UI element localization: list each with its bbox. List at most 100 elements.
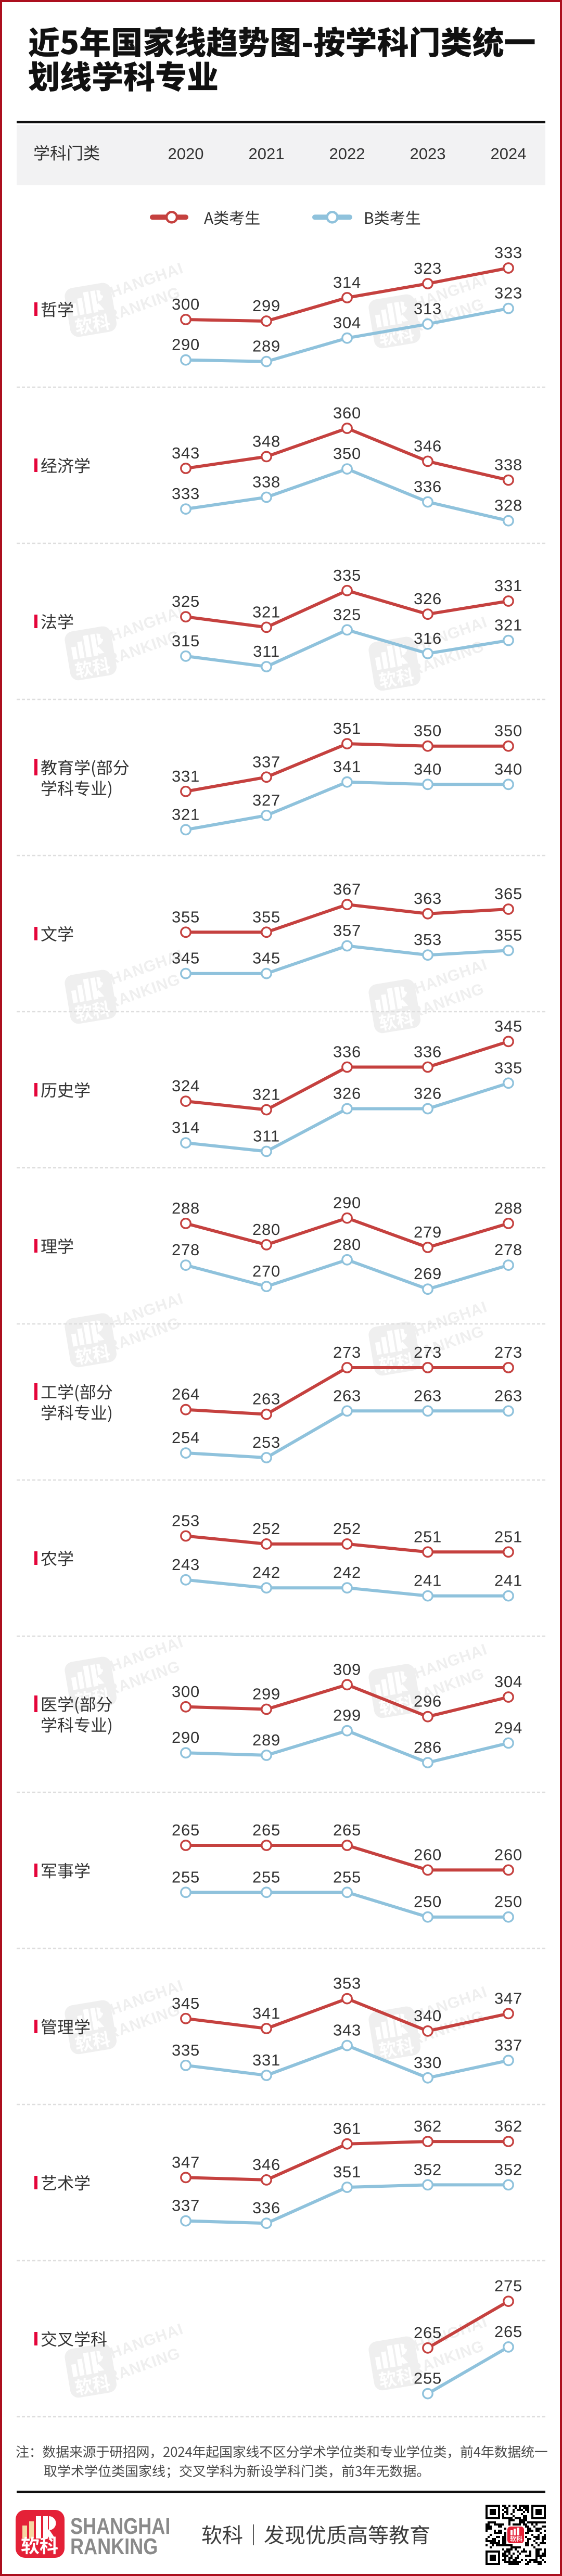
- svg-text:346: 346: [252, 2156, 280, 2174]
- svg-text:309: 309: [333, 1660, 361, 1678]
- svg-text:321: 321: [494, 616, 522, 634]
- svg-text:343: 343: [172, 444, 200, 462]
- svg-text:296: 296: [414, 1692, 442, 1711]
- svg-text:313: 313: [414, 300, 442, 318]
- svg-text:345: 345: [172, 949, 200, 967]
- svg-text:290: 290: [172, 1728, 200, 1746]
- svg-text:353: 353: [414, 930, 442, 949]
- svg-text:273: 273: [333, 1343, 361, 1361]
- svg-text:324: 324: [172, 1077, 200, 1095]
- svg-text:263: 263: [333, 1386, 361, 1405]
- svg-text:314: 314: [333, 273, 361, 291]
- svg-text:300: 300: [172, 1682, 200, 1701]
- svg-text:269: 269: [414, 1265, 442, 1283]
- svg-text:350: 350: [414, 722, 442, 740]
- svg-text:330: 330: [414, 2054, 442, 2072]
- svg-text:326: 326: [414, 1085, 442, 1103]
- svg-text:352: 352: [414, 2160, 442, 2178]
- svg-text:299: 299: [252, 297, 280, 315]
- svg-text:265: 265: [414, 2324, 442, 2342]
- svg-text:290: 290: [172, 336, 200, 354]
- svg-text:263: 263: [494, 1386, 522, 1405]
- svg-text:304: 304: [333, 314, 361, 332]
- svg-text:325: 325: [333, 605, 361, 623]
- svg-text:2021: 2021: [249, 145, 285, 163]
- svg-text:315: 315: [172, 632, 200, 650]
- svg-text:340: 340: [414, 2007, 442, 2025]
- svg-text:260: 260: [414, 1845, 442, 1864]
- svg-text:273: 273: [494, 1343, 522, 1361]
- svg-text:2022: 2022: [329, 145, 365, 163]
- svg-text:252: 252: [252, 1520, 280, 1538]
- svg-text:265: 265: [494, 2323, 522, 2341]
- svg-text:348: 348: [252, 432, 280, 450]
- svg-text:341: 341: [252, 2004, 280, 2022]
- svg-text:280: 280: [333, 1235, 361, 1254]
- svg-text:328: 328: [494, 496, 522, 515]
- svg-text:242: 242: [252, 1563, 280, 1582]
- svg-text:251: 251: [494, 1527, 522, 1546]
- svg-text:351: 351: [333, 719, 361, 737]
- svg-text:362: 362: [494, 2117, 522, 2135]
- svg-text:253: 253: [252, 1433, 280, 1451]
- svg-text:333: 333: [494, 244, 522, 262]
- svg-text:367: 367: [333, 880, 361, 898]
- svg-text:286: 286: [414, 1738, 442, 1756]
- svg-text:288: 288: [172, 1199, 200, 1217]
- svg-text:263: 263: [252, 1390, 280, 1408]
- svg-text:336: 336: [414, 1043, 442, 1061]
- svg-text:299: 299: [333, 1706, 361, 1725]
- svg-text:264: 264: [172, 1385, 200, 1404]
- svg-text:251: 251: [414, 1527, 442, 1546]
- svg-text:351: 351: [333, 2163, 361, 2181]
- svg-text:331: 331: [494, 577, 522, 595]
- svg-text:365: 365: [494, 885, 522, 903]
- svg-text:304: 304: [494, 1673, 522, 1691]
- svg-text:321: 321: [252, 1086, 280, 1104]
- svg-text:345: 345: [172, 1994, 200, 2012]
- svg-text:357: 357: [333, 922, 361, 940]
- svg-text:333: 333: [172, 484, 200, 503]
- svg-text:337: 337: [172, 2197, 200, 2215]
- svg-text:345: 345: [252, 949, 280, 967]
- svg-text:270: 270: [252, 1262, 280, 1280]
- svg-text:279: 279: [414, 1223, 442, 1241]
- svg-text:SHANGHAI: SHANGHAI: [70, 2514, 170, 2539]
- svg-text:2024: 2024: [491, 145, 527, 163]
- svg-text:340: 340: [494, 760, 522, 778]
- svg-text:353: 353: [333, 1974, 361, 1993]
- svg-text:275: 275: [494, 2277, 522, 2295]
- svg-text:278: 278: [494, 1241, 522, 1259]
- svg-text:350: 350: [333, 444, 361, 463]
- svg-text:289: 289: [252, 1731, 280, 1749]
- svg-text:289: 289: [252, 337, 280, 355]
- svg-text:252: 252: [333, 1520, 361, 1538]
- svg-text:255: 255: [172, 1868, 200, 1886]
- svg-text:335: 335: [494, 1059, 522, 1077]
- svg-text:265: 265: [333, 1821, 361, 1839]
- svg-text:343: 343: [333, 2021, 361, 2039]
- svg-text:323: 323: [494, 284, 522, 302]
- svg-text:341: 341: [333, 758, 361, 776]
- svg-text:250: 250: [414, 1893, 442, 1911]
- svg-text:250: 250: [494, 1893, 522, 1911]
- svg-text:355: 355: [252, 908, 280, 926]
- svg-text:337: 337: [252, 753, 280, 771]
- svg-text:345: 345: [494, 1017, 522, 1035]
- svg-text:290: 290: [333, 1194, 361, 1212]
- svg-text:335: 335: [172, 2041, 200, 2059]
- svg-text:255: 255: [252, 1868, 280, 1886]
- svg-text:338: 338: [252, 473, 280, 491]
- svg-text:265: 265: [252, 1821, 280, 1839]
- svg-text:331: 331: [252, 2051, 280, 2069]
- svg-text:280: 280: [252, 1220, 280, 1239]
- svg-text:327: 327: [252, 791, 280, 809]
- svg-text:RANKING: RANKING: [70, 2534, 158, 2559]
- svg-text:340: 340: [414, 760, 442, 778]
- svg-text:241: 241: [494, 1572, 522, 1590]
- svg-text:255: 255: [414, 2369, 442, 2388]
- svg-text:323: 323: [414, 259, 442, 277]
- svg-text:336: 336: [252, 2199, 280, 2217]
- svg-text:336: 336: [414, 478, 442, 496]
- svg-text:265: 265: [172, 1821, 200, 1839]
